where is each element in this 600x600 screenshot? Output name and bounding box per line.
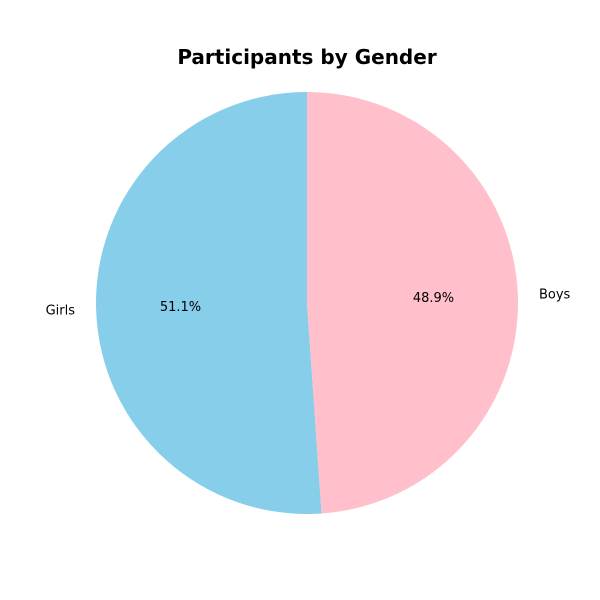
pie-slice-girls [95, 92, 322, 514]
chart-title: Participants by Gender [177, 45, 437, 69]
slice-percent-boys: 48.9% [413, 291, 454, 306]
slice-label-girls: Girls [46, 304, 76, 319]
slice-label-boys: Boys [539, 287, 571, 302]
slice-percent-girls: 51.1% [160, 300, 201, 315]
pie-slice-boys [307, 92, 518, 514]
pie-slices [95, 92, 518, 514]
pie-labels: Girls 51.1% Boys 48.9% [46, 287, 571, 318]
